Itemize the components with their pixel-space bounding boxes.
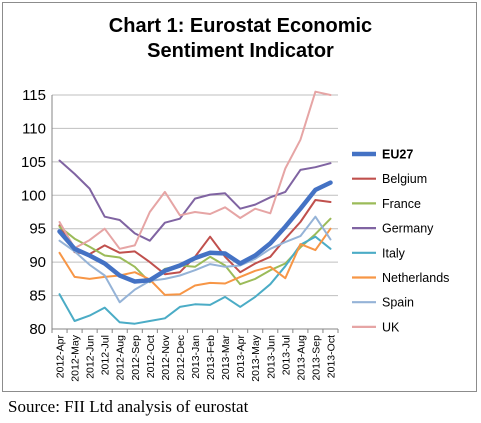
y-tick-label: 85 xyxy=(29,288,46,305)
x-tick-label: 2013-Jan xyxy=(190,335,202,379)
chart-title-line-1: Chart 1: Eurostat Economic xyxy=(108,15,373,37)
chart-frame xyxy=(2,2,477,392)
series-line-spain xyxy=(58,215,332,304)
series-line-france xyxy=(58,217,332,286)
series-line-germany xyxy=(58,159,332,242)
gridlines xyxy=(52,94,338,297)
x-tick-label: 2012-Nov xyxy=(160,334,172,380)
x-tick-labels: 2012-Apr 2012-May 2012-Jun 2012-Jul 2012-Aug… xyxy=(55,334,338,381)
series-line-uk xyxy=(58,90,332,250)
x-tick-label: 2013-Jul xyxy=(280,335,292,375)
legend: EU27 Belgium France Germany Italy Netherlands… xyxy=(352,148,449,334)
series-lines xyxy=(57,90,333,325)
y-tick-label: 110 xyxy=(22,120,46,137)
x-tick-label: 2012-Apr xyxy=(55,335,67,379)
x-tick-label: 2012-Jul xyxy=(100,335,112,375)
legend-label-belgium: Belgium xyxy=(382,172,427,186)
series-line-eu27 xyxy=(57,180,333,284)
series-line-italy xyxy=(58,235,332,325)
y-tick-label: 105 xyxy=(21,154,46,171)
chart-title-line-2: Sentiment Indicator xyxy=(147,40,334,62)
source-note: Source: FII Ltd analysis of eurostat xyxy=(8,397,249,416)
x-tick-label: 2012-Jun xyxy=(85,335,97,379)
legend-label-france: France xyxy=(382,197,421,211)
legend-label-germany: Germany xyxy=(382,222,434,236)
legend-label-italy: Italy xyxy=(382,246,406,260)
legend-label-eu27: EU27 xyxy=(382,148,413,162)
x-tick-label: 2012-Dec xyxy=(175,335,187,381)
axes xyxy=(51,95,339,333)
chart-title: Chart 1: Eurostat Economic Sentiment Ind… xyxy=(0,14,481,64)
x-tick-label: 2013-Sep xyxy=(310,335,322,381)
x-tick-label: 2013-Aug xyxy=(295,335,307,381)
y-tick-label: 95 xyxy=(29,221,46,238)
x-tick-label: 2013-Apr xyxy=(235,335,247,379)
y-tick-label: 115 xyxy=(22,87,46,104)
x-tick-label: 2012-May xyxy=(70,334,82,381)
legend-label-uk: UK xyxy=(382,320,400,334)
x-tick-label: 2012-Oct xyxy=(145,335,157,378)
y-tick-label: 80 xyxy=(29,321,46,338)
x-tick-label: 2012-Sep xyxy=(130,335,142,381)
y-tick-labels: 80 85 90 95 100 105 110 115 xyxy=(21,87,46,338)
legend-label-netherlands: Netherlands xyxy=(382,271,449,285)
x-tick-label: 2012-Aug xyxy=(115,335,127,381)
x-tick-label: 2013-Jun xyxy=(265,335,277,379)
x-tick-label: 2013-Feb xyxy=(205,335,217,380)
y-tick-label: 100 xyxy=(21,187,46,204)
x-tick-label: 2013-Mar xyxy=(220,335,232,380)
x-tick-label: 2013-May xyxy=(250,334,262,381)
y-tick-label: 90 xyxy=(29,254,46,271)
legend-label-spain: Spain xyxy=(382,296,414,310)
x-tick-label: 2013-Oct xyxy=(325,335,337,378)
